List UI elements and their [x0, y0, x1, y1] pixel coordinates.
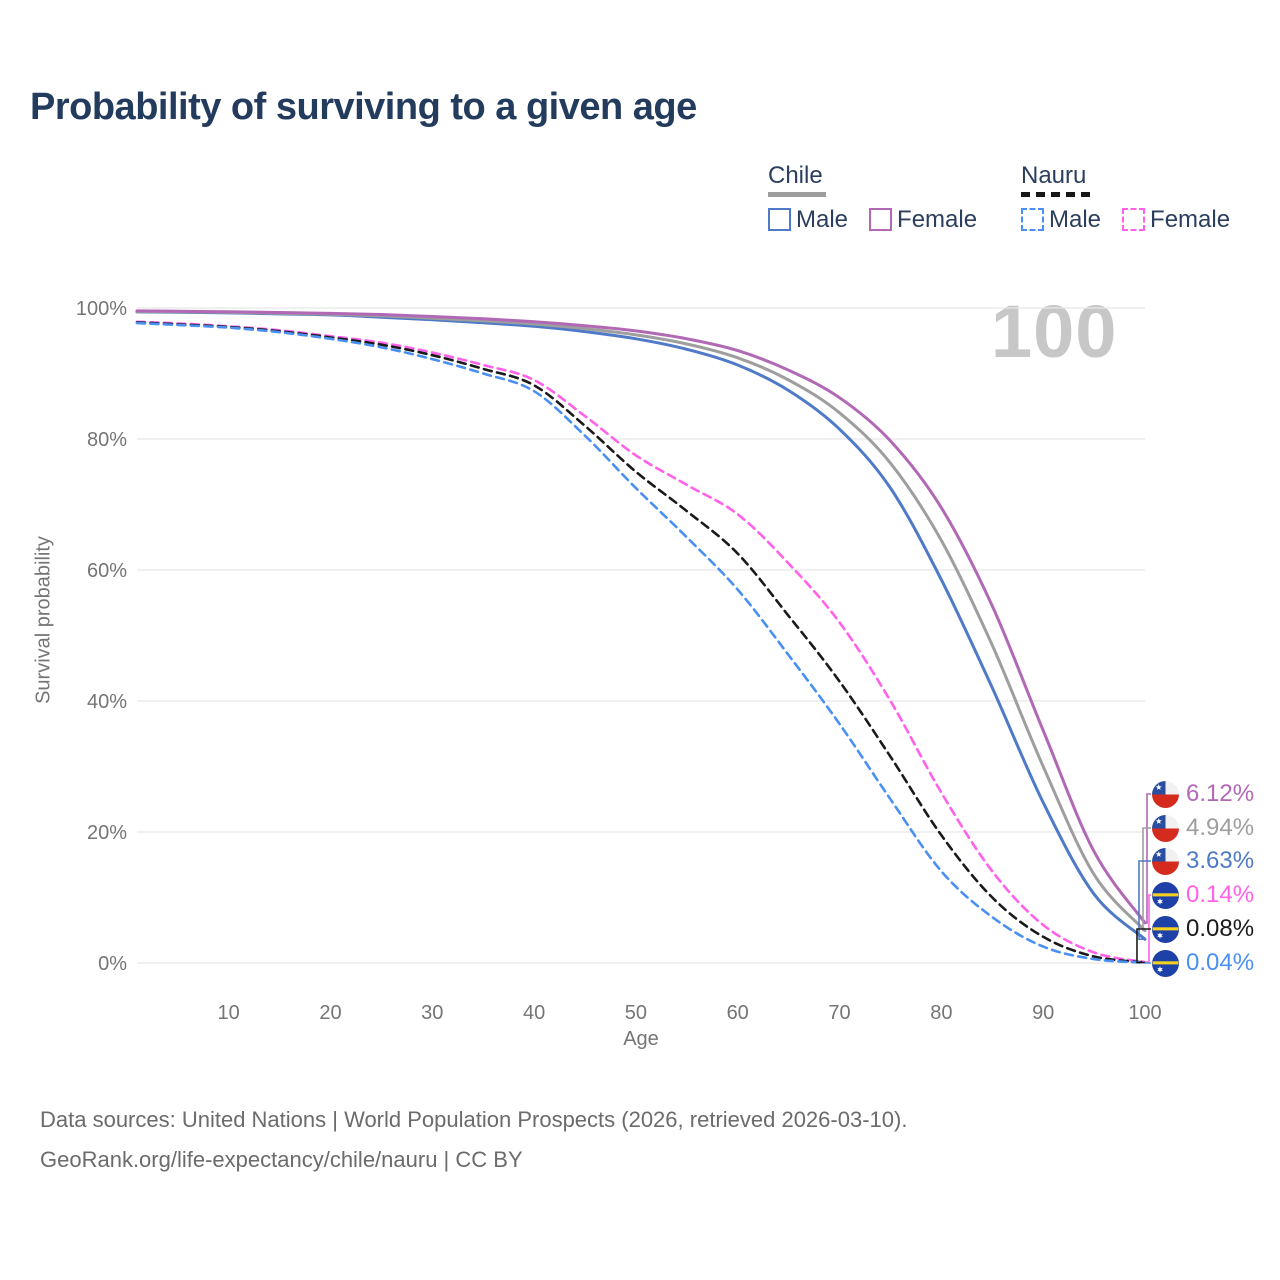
x-tick-label: 90: [1032, 1002, 1054, 1024]
x-tick-label: 60: [727, 1002, 749, 1024]
series-line-nauru-female[interactable]: [135, 320, 1147, 964]
chile-female-checkbox[interactable]: [869, 208, 893, 231]
gridlines: [137, 307, 1145, 964]
connector: [1142, 827, 1151, 932]
connector: [1136, 928, 1151, 964]
end-value: 6.12%: [1186, 780, 1255, 807]
chile-male-label[interactable]: Male: [796, 205, 849, 233]
x-tick-label: 20: [319, 1002, 341, 1024]
legend-group-chile: Chile Male Female: [768, 163, 977, 234]
x-axis-title: Age: [623, 1028, 659, 1050]
chile-female-label[interactable]: Female: [897, 205, 978, 233]
legend-group-nauru: Nauru Male Female: [1021, 163, 1230, 234]
series-line-chile-combined[interactable]: [135, 310, 1147, 933]
y-tick-label: 80%: [87, 429, 127, 451]
series-line-chile-male[interactable]: [135, 310, 1147, 941]
y-tick-label: 100%: [76, 298, 127, 320]
nauru-female-checkbox[interactable]: [1122, 208, 1146, 231]
attribution-line: GeoRank.org/life-expectancy/chile/nauru …: [40, 1147, 523, 1172]
y-tick-label: 40%: [87, 691, 127, 713]
x-tick-label: 10: [217, 1002, 239, 1024]
x-tick-label: 70: [828, 1002, 850, 1024]
chile-male-checkbox[interactable]: [768, 208, 791, 231]
end-value: 0.04%: [1186, 949, 1255, 976]
chile-flag-icon: [1152, 814, 1179, 842]
end-label-chile-combined: 4.94%: [1152, 814, 1254, 842]
nauru-flag-icon: [1152, 915, 1179, 943]
nauru-male-checkbox[interactable]: [1021, 208, 1044, 231]
chile-flag-icon: [1152, 780, 1179, 808]
x-tick-label: 30: [421, 1002, 443, 1024]
end-label-chile-male: 3.63%: [1152, 847, 1254, 875]
data-source-line: Data sources: United Nations | World Pop…: [40, 1107, 908, 1132]
y-tick-label: 0%: [98, 953, 127, 975]
y-axis-title: Survival probability: [32, 536, 55, 704]
end-label-nauru-combined: 0.08%: [1152, 915, 1254, 943]
nauru-female-label[interactable]: Female: [1150, 205, 1231, 233]
connector: [1145, 793, 1151, 924]
y-tick-label: 20%: [87, 822, 127, 844]
end-value: 4.94%: [1186, 814, 1255, 841]
end-label-nauru-female: 0.14%: [1152, 881, 1254, 909]
x-tick-label: 50: [625, 1002, 647, 1024]
y-tick-label: 60%: [87, 560, 127, 582]
x-tick-label: 100: [1128, 1002, 1161, 1024]
nauru-dashed-line-swatch: [1021, 192, 1094, 197]
end-value: 0.08%: [1186, 915, 1255, 942]
x-tick-label: 40: [523, 1002, 545, 1024]
end-value: 0.14%: [1186, 881, 1255, 908]
series-line-chile-female[interactable]: [135, 309, 1147, 925]
page-title: Probability of surviving to a given age: [30, 86, 697, 128]
legend-country-nauru: Nauru: [1021, 162, 1087, 189]
chile-solid-line-swatch: [768, 192, 826, 197]
survival-chart: 0% 20% 40% 60% 80% 100% 10 20 30 40 50 60 70 80 90 100: [76, 298, 1162, 1024]
end-label-connectors: [1136, 793, 1151, 964]
nauru-flag-icon: [1152, 881, 1179, 909]
x-tick-label: 80: [930, 1002, 952, 1024]
nauru-male-label[interactable]: Male: [1049, 205, 1102, 233]
highlighted-age-watermark: 100: [991, 290, 1118, 373]
end-label-nauru-male: 0.04%: [1152, 949, 1254, 977]
end-label-chile-female: 6.12%: [1152, 780, 1254, 808]
nauru-flag-icon: [1152, 949, 1179, 977]
connector: [1138, 860, 1151, 940]
legend-country-chile: Chile: [768, 162, 823, 189]
end-value: 3.63%: [1186, 847, 1255, 874]
series-line-nauru-male[interactable]: [135, 321, 1147, 964]
chile-flag-icon: [1152, 847, 1179, 875]
series-line-nauru-combined[interactable]: [135, 321, 1147, 964]
